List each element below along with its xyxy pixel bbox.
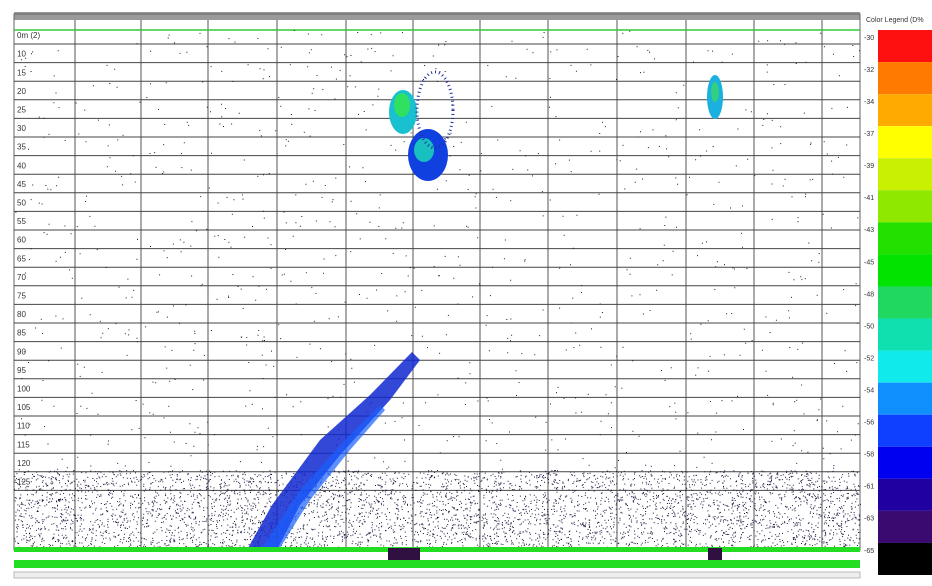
legend-label: -48 — [864, 291, 874, 298]
legend-swatch — [878, 94, 932, 127]
trace-streak — [248, 352, 420, 548]
legend-label: -63 — [864, 516, 874, 523]
legend-label: -32 — [864, 67, 874, 74]
depth-label: 40 — [17, 161, 26, 170]
school-edge — [415, 70, 455, 150]
depth-label: 100 — [17, 385, 31, 394]
depth-label: 30 — [17, 124, 26, 133]
depth-label: 15 — [17, 68, 26, 77]
bottom-strip — [14, 552, 860, 560]
trace-streak-core — [262, 405, 385, 548]
legend-swatch — [878, 510, 932, 543]
depth-label: 60 — [17, 236, 26, 245]
depth-label: 35 — [17, 143, 26, 152]
scrollbar — [13, 571, 861, 579]
echo-traces — [248, 70, 723, 548]
depth-label: 70 — [17, 273, 26, 282]
legend-label: -65 — [864, 548, 874, 555]
marker — [388, 548, 420, 560]
school-core — [394, 93, 410, 117]
legend-label: -34 — [864, 99, 874, 106]
legend-label: -37 — [864, 131, 874, 138]
depth-label: 85 — [17, 329, 26, 338]
depth-label: 95 — [17, 366, 26, 375]
legend-label: -56 — [864, 420, 874, 427]
legend-label: -52 — [864, 355, 874, 362]
color-legend: -30 -32 -34 -37 -39 -41 -43 -45 -48 -50 -52 -54 -56 -… — [864, 30, 932, 575]
depth-label: 120 — [17, 459, 31, 468]
depth-label: 45 — [17, 180, 26, 189]
marker — [708, 548, 722, 560]
depth-label: 20 — [17, 87, 26, 96]
legend-swatch — [878, 542, 932, 575]
bottom-line — [14, 547, 860, 552]
depth-label: 55 — [17, 217, 26, 226]
depth-label: 115 — [17, 440, 30, 449]
legend-label: -61 — [864, 484, 874, 491]
depth-label: 10 — [17, 50, 26, 59]
legend-swatch — [878, 478, 932, 511]
legend-swatch — [878, 62, 932, 95]
depth-label: 25 — [17, 106, 26, 115]
depth-label: 0m (2) — [17, 31, 40, 40]
school-core — [414, 138, 434, 162]
depth-label: 75 — [17, 292, 26, 301]
school-core — [711, 82, 719, 102]
legend-swatch — [878, 318, 932, 351]
depth-label: 110 — [17, 422, 30, 431]
grid: 0m (2) 10 15 20 25 30 35 40 45 50 55 60 65 70 75 80 85 90… — [14, 20, 860, 548]
legend-label: -50 — [864, 323, 874, 330]
legend-swatch — [878, 382, 932, 415]
legend-label: -58 — [864, 452, 874, 459]
depth-label: 65 — [17, 254, 26, 263]
legend-swatch — [878, 30, 932, 63]
legend-label: -39 — [864, 163, 874, 170]
legend-label: -45 — [864, 259, 874, 266]
legend-swatch — [878, 222, 932, 255]
legend-swatch — [878, 446, 932, 479]
legend-label: -43 — [864, 227, 874, 234]
time-header — [14, 12, 860, 20]
legend-swatch — [878, 414, 932, 447]
legend-title: Color Legend (D% — [866, 17, 924, 24]
legend-swatch — [878, 350, 932, 383]
legend-swatch — [878, 158, 932, 191]
legend-swatch — [878, 286, 932, 319]
depth-label: 105 — [17, 403, 31, 412]
depth-label: 80 — [17, 310, 26, 319]
legend-label: -30 — [864, 35, 874, 42]
legend-label: -41 — [864, 195, 874, 202]
legend-swatch — [878, 254, 932, 287]
legend-swatch — [878, 190, 932, 223]
status-bar — [14, 560, 860, 568]
depth-label: 50 — [17, 199, 26, 208]
legend-label: -54 — [864, 387, 874, 394]
depth-label: 90 — [17, 347, 26, 356]
legend-swatch — [878, 126, 932, 159]
